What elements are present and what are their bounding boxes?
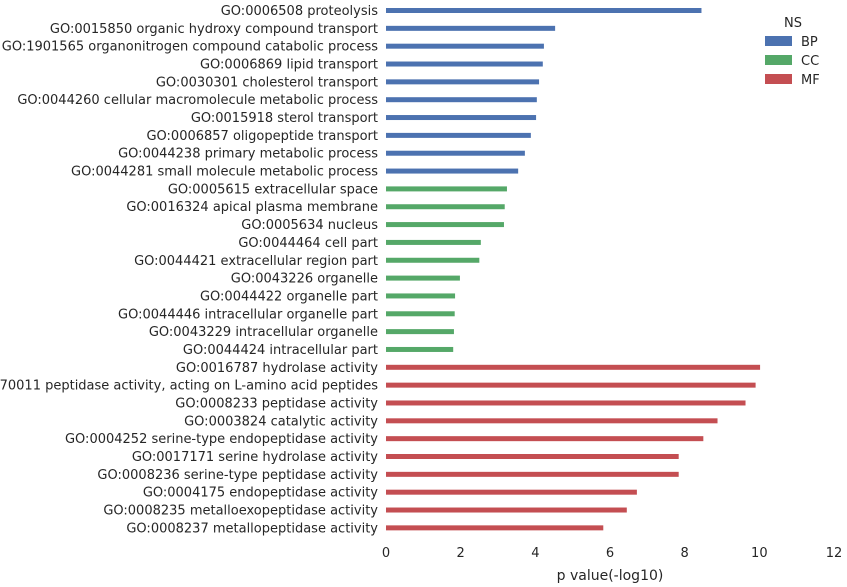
x-axis-ticks: 0 2 4 6 8 10 12 [382,546,842,561]
category-label: GO:0043226 organelle [231,272,378,287]
bar-cc [386,293,456,299]
category-label: GO:0044281 small molecule metabolic proc… [71,165,378,180]
legend-swatch-mf [765,74,792,84]
bar-cc [386,275,460,281]
bar-cc [386,346,454,352]
category-label: GO:0016787 hydrolase activity [176,361,378,376]
bar-bp [386,168,519,174]
legend-title: NS [784,16,802,31]
category-label: GO:0017171 serine hydrolase activity [132,450,378,465]
category-label: GO:1901565 organonitrogen compound catab… [2,40,378,55]
bar-mf [386,525,604,531]
category-label: GO:0006508 proteolysis [221,4,378,19]
legend-swatch-cc [765,55,792,65]
bar-cc [386,222,504,228]
category-label: GO:0044424 intracellular part [183,343,378,358]
category-label: GO:0044421 extracellular region part [134,254,378,269]
bar-bp [386,43,544,49]
bar-cc [386,311,455,317]
bar-cc [386,204,505,210]
x-tick-label: 4 [531,546,539,561]
bar-mf [386,364,761,370]
bar-bp [386,115,537,121]
bars-layer [386,8,761,531]
category-label: GO:0044422 organelle part [200,289,378,304]
x-tick-label: 8 [681,546,689,561]
category-label: GO:0015850 organic hydroxy compound tran… [50,22,378,37]
x-tick-label: 0 [382,546,390,561]
legend: NS BP CC MF [765,16,820,88]
category-label: GO:0006857 oligopeptide transport [146,129,378,144]
category-label: GO:0043229 intracellular organelle [149,325,378,340]
bar-mf [386,382,756,388]
bar-mf [386,471,679,477]
category-label: GO:0030301 cholesterol transport [156,75,378,90]
bar-bp [386,132,531,138]
category-label: GO:0005634 nucleus [241,218,378,233]
bar-mf [386,489,637,495]
category-label: GO:0004252 serine-type endopeptidase act… [65,432,378,447]
category-label: GO:0005615 extracellular space [168,182,378,197]
x-tick-label: 10 [751,546,768,561]
category-label: GO:0070011 peptidase activity, acting on… [0,379,378,394]
legend-label-bp: BP [801,35,818,50]
bar-mf [386,454,679,459]
bar-mf [386,436,704,442]
x-tick-label: 12 [826,546,843,561]
bar-cc [386,257,480,263]
x-tick-label: 6 [606,546,614,561]
category-label: GO:0044446 intracellular organelle part [118,307,378,322]
bar-cc [386,186,507,192]
bar-bp [386,8,702,13]
category-label: GO:0004175 endopeptidase activity [143,486,378,501]
category-label: GO:0008237 metallopeptidase activity [126,521,378,536]
category-label: GO:0003824 catalytic activity [184,414,378,429]
category-labels: GO:0006508 proteolysis GO:0015850 organic… [0,4,378,536]
category-label: GO:0008233 peptidase activity [175,396,378,411]
bar-mf [386,507,627,513]
bar-cc [386,329,454,335]
bar-bp [386,150,525,156]
category-label: GO:0044238 primary metabolic process [118,147,378,162]
category-label: GO:0044464 cell part [238,236,378,251]
bar-bp [386,25,556,31]
category-label: GO:0006869 lipid transport [200,58,378,73]
category-label: GO:0008235 metalloexopeptidase activity [103,504,378,519]
bar-bp [386,97,537,103]
bar-mf [386,400,746,406]
category-label: GO:0008236 serine-type peptidase activit… [97,468,378,483]
legend-swatch-bp [765,36,792,46]
legend-label-mf: MF [801,73,820,88]
category-label: GO:0015918 sterol transport [191,111,378,126]
bar-cc [386,239,481,245]
bar-mf [386,418,718,424]
category-label: GO:0016324 apical plasma membrane [126,200,378,215]
x-axis-title: p value(-log10) [557,568,664,584]
bar-bp [386,79,540,85]
legend-label-cc: CC [801,54,819,69]
category-label: GO:0044260 cellular macromolecule metabo… [17,93,378,108]
bar-bp [386,61,543,67]
x-tick-label: 2 [457,546,465,561]
